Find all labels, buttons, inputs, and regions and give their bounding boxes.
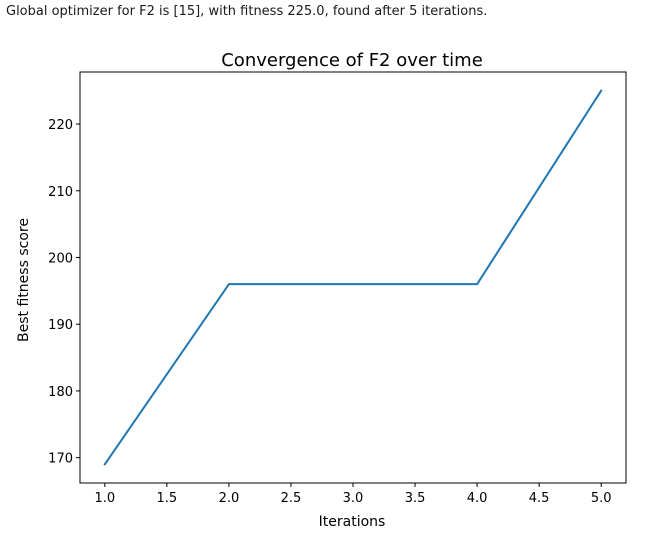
x-axis-label: Iterations <box>319 514 386 530</box>
axes-frame <box>79 71 627 484</box>
x-tick-label: 3.5 <box>405 491 426 506</box>
x-tick-label: 1.0 <box>94 491 115 506</box>
x-tick-label: 2.5 <box>281 491 302 506</box>
x-tick-label: 4.5 <box>529 491 550 506</box>
x-tick-label: 2.0 <box>219 491 240 506</box>
y-tick-label: 220 <box>48 118 73 133</box>
x-tick-label: 4.0 <box>467 491 488 506</box>
y-tick-label: 180 <box>48 385 73 400</box>
series-line <box>103 89 603 466</box>
y-axis-label: Best fitness score <box>16 218 32 342</box>
cell-output-text: Global optimizer for F2 is [15], with fi… <box>6 4 488 19</box>
y-tick-label: 210 <box>48 185 73 200</box>
y-tick-label: 190 <box>48 318 73 333</box>
chart-title: Convergence of F2 over time <box>221 50 483 71</box>
x-tick-label: 1.5 <box>157 491 178 506</box>
plot-area: 1.0 1.5 2.0 2.5 3.0 3.5 4.0 4.5 5.0 170 180 190 200 2… <box>48 71 627 506</box>
x-tick-label: 3.0 <box>343 491 364 506</box>
y-tick-label: 170 <box>48 452 73 467</box>
x-tick-label: 5.0 <box>591 491 612 506</box>
y-tick-label: 200 <box>48 251 73 266</box>
